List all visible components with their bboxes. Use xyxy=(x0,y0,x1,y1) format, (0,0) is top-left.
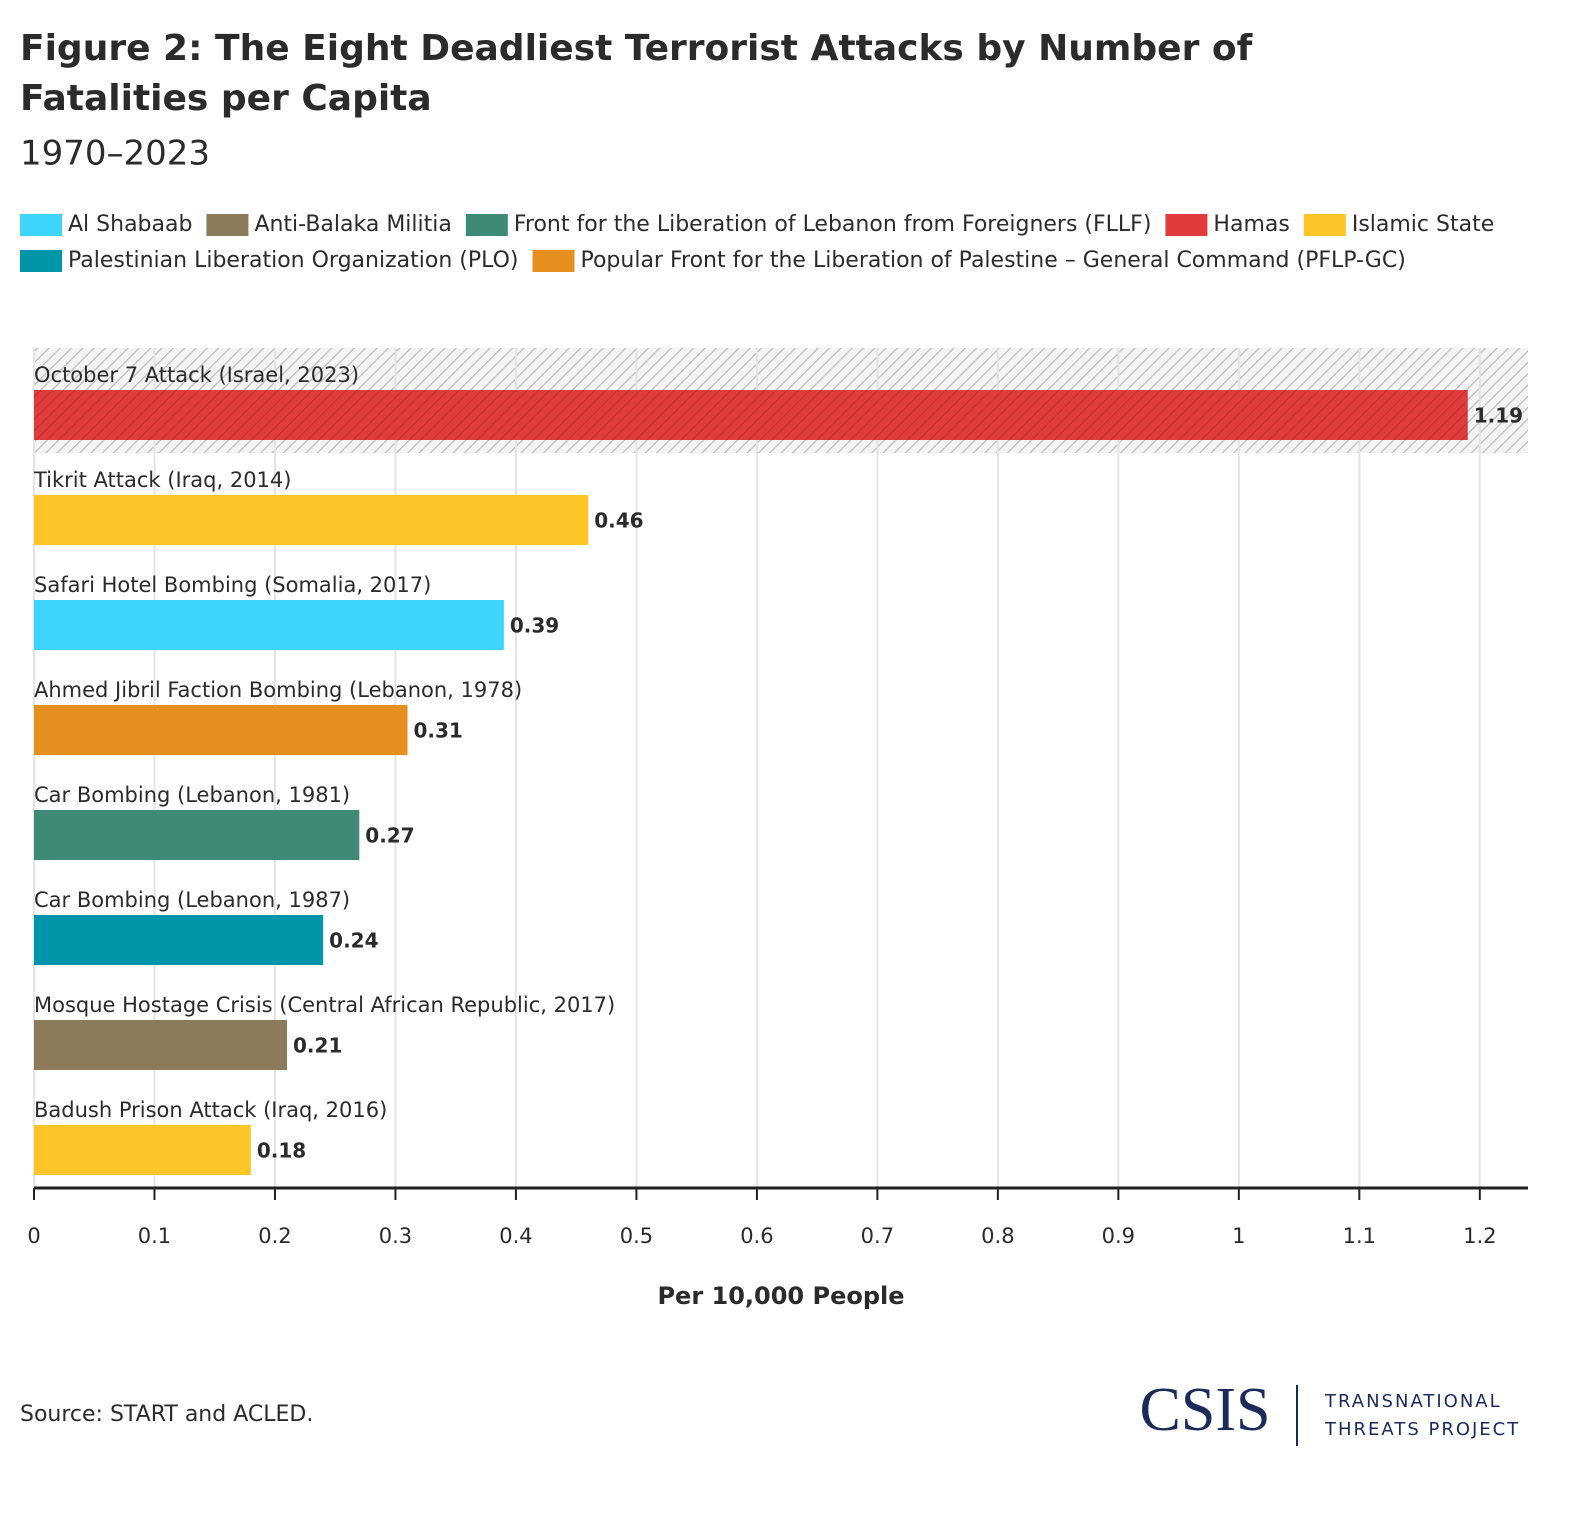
x-tick-label: 0.2 xyxy=(258,1224,291,1248)
legend-label: Popular Front for the Liberation of Pale… xyxy=(580,248,1405,273)
x-tick-label: 1.2 xyxy=(1463,1224,1496,1248)
legend-swatch xyxy=(1303,214,1346,236)
category-label: Badush Prison Attack (Iraq, 2016) xyxy=(34,1098,387,1122)
x-tick-label: 0.7 xyxy=(861,1224,894,1248)
bar xyxy=(34,810,360,860)
bar xyxy=(34,1020,288,1070)
x-tick-label: 0.9 xyxy=(1102,1224,1135,1248)
bar xyxy=(34,915,324,965)
x-tick-label: 0.4 xyxy=(499,1224,532,1248)
x-tick-label: 0.6 xyxy=(740,1224,773,1248)
logo-line: THREATS PROJECT xyxy=(1324,1419,1520,1440)
x-tick-label: 0.5 xyxy=(620,1224,653,1248)
legend-swatch xyxy=(206,214,249,236)
legend-swatch xyxy=(20,250,62,272)
bar xyxy=(34,495,589,545)
x-tick-label: 1 xyxy=(1232,1224,1245,1248)
value-label: 0.24 xyxy=(329,929,378,953)
legend-label: Palestinian Liberation Organization (PLO… xyxy=(68,248,518,273)
category-label: Car Bombing (Lebanon, 1987) xyxy=(34,888,350,912)
value-label: 0.27 xyxy=(365,824,414,848)
x-axis-label: Per 10,000 People xyxy=(657,1282,904,1310)
x-tick-label: 0.1 xyxy=(138,1224,171,1248)
chart-subtitle: 1970–2023 xyxy=(20,134,210,174)
value-label: 0.21 xyxy=(293,1034,342,1058)
logo-line: TRANSNATIONAL xyxy=(1324,1391,1502,1412)
category-label: Tikrit Attack (Iraq, 2014) xyxy=(33,468,291,492)
value-label: 1.19 xyxy=(1474,404,1523,428)
legend-label: Hamas xyxy=(1213,212,1289,237)
category-label: Safari Hotel Bombing (Somalia, 2017) xyxy=(34,573,431,597)
category-label: Ahmed Jibril Faction Bombing (Lebanon, 1… xyxy=(34,678,522,702)
x-tick-label: 0.8 xyxy=(981,1224,1014,1248)
value-label: 0.18 xyxy=(257,1139,306,1163)
bar xyxy=(34,600,504,650)
category-label: October 7 Attack (Israel, 2023) xyxy=(34,363,359,387)
value-label: 0.46 xyxy=(594,509,643,533)
legend-label: Front for the Liberation of Lebanon from… xyxy=(514,212,1152,237)
logo-name: CSIS xyxy=(1140,1376,1271,1444)
x-tick-label: 0 xyxy=(27,1224,40,1248)
x-tick-label: 1.1 xyxy=(1343,1224,1376,1248)
legend-swatch xyxy=(20,214,62,236)
bar xyxy=(34,705,408,755)
category-label: Car Bombing (Lebanon, 1981) xyxy=(34,783,350,807)
value-label: 0.31 xyxy=(414,719,463,743)
legend-swatch xyxy=(465,214,508,236)
legend-label: Anti-Balaka Militia xyxy=(254,212,451,237)
value-label: 0.39 xyxy=(510,614,559,638)
x-tick-label: 0.3 xyxy=(379,1224,412,1248)
source-note: Source: START and ACLED. xyxy=(20,1402,313,1427)
legend-swatch xyxy=(532,250,575,272)
legend-label: Al Shabaab xyxy=(68,212,192,237)
category-label: Mosque Hostage Crisis (Central African R… xyxy=(34,993,615,1017)
legend-swatch xyxy=(1165,214,1208,236)
bar xyxy=(34,1125,251,1175)
chart-title: Figure 2: The Eight Deadliest Terrorist … xyxy=(20,28,1253,119)
bar-hatch xyxy=(34,390,1468,440)
legend-label: Islamic State xyxy=(1352,212,1494,237)
